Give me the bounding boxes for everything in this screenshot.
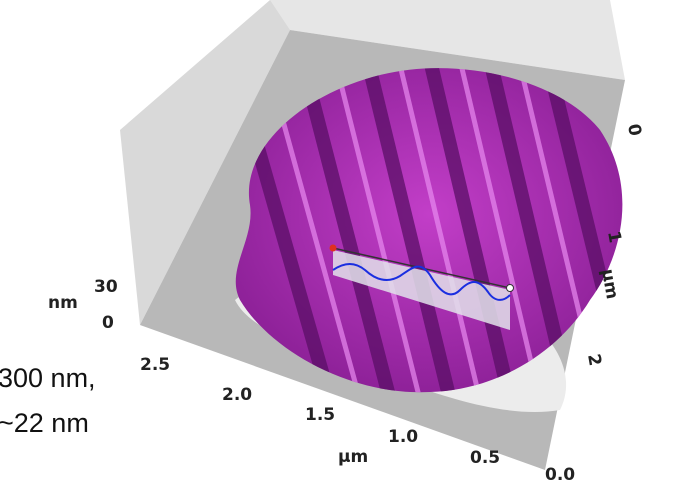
z-tick-label: 30 (94, 277, 118, 297)
profile-curve (332, 263, 511, 301)
annotation-line: 300 nm, (0, 363, 96, 393)
z-axis-unit: nm (48, 293, 78, 313)
profile-start (329, 244, 337, 252)
x-axis-unit: µm (338, 447, 368, 467)
x-tick-label: 1.0 (388, 427, 418, 447)
y-tick-label: 1 (603, 229, 625, 244)
profile-panel (333, 250, 510, 330)
y-tick-label: 0 (623, 122, 645, 137)
x-tick-label: 2.0 (222, 385, 252, 405)
y-axis-unit: µm (597, 267, 622, 300)
y-tick-label: 2 (583, 352, 605, 367)
left-wall (120, 0, 290, 325)
x-tick-label: 1.5 (305, 405, 335, 425)
z-tick-label: 0 (102, 313, 114, 333)
x-tick-label: 0.0 (545, 465, 575, 485)
annotation-line: ~22 nm (0, 408, 89, 438)
x-tick-label: 0.5 (470, 448, 500, 468)
back-wall (270, 0, 625, 80)
x-tick-label: 2.5 (140, 355, 170, 375)
profile-end (506, 284, 514, 292)
